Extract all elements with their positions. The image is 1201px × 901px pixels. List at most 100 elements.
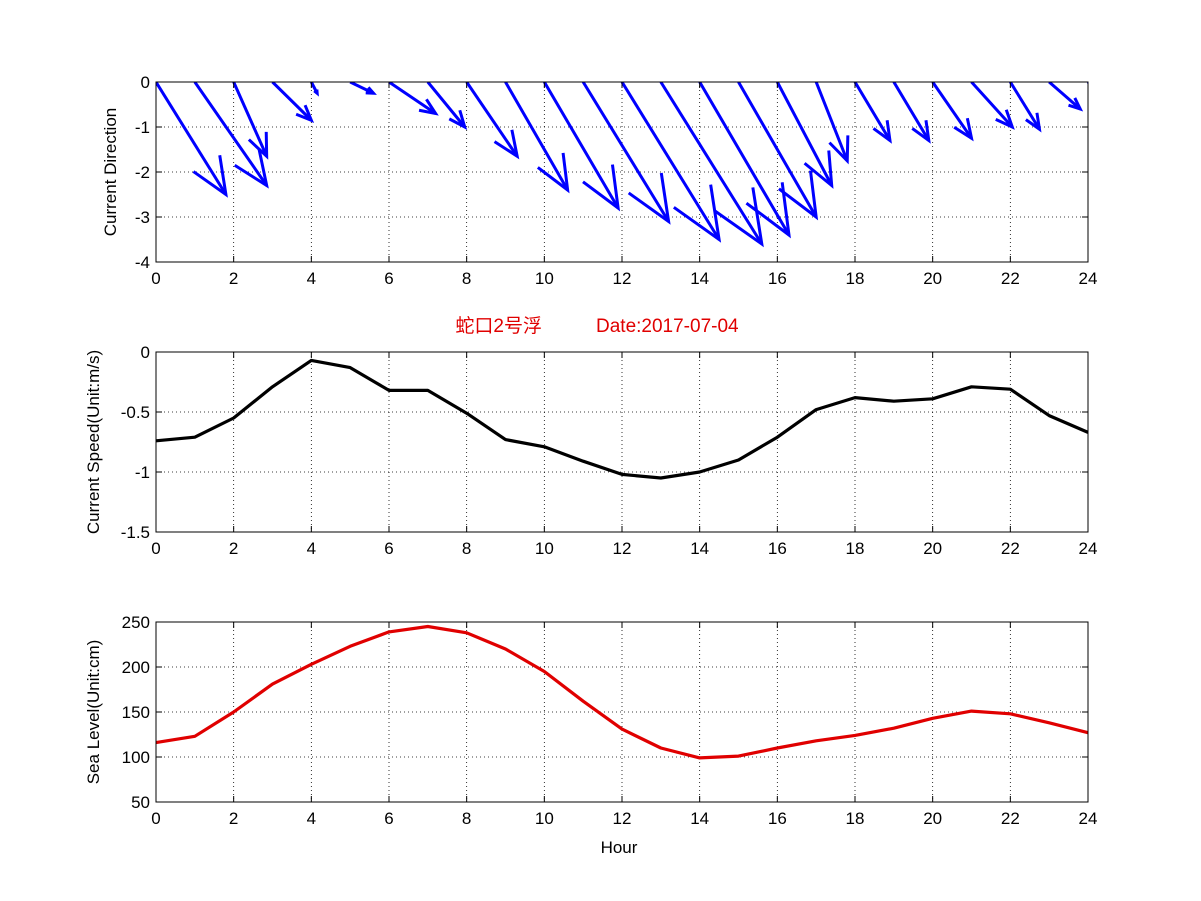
direction-arrow bbox=[1048, 82, 1084, 112]
arrow-shaft bbox=[349, 82, 375, 95]
arrow-head bbox=[192, 155, 228, 198]
arrow-shaft bbox=[620, 82, 721, 241]
x-tick-label: 0 bbox=[151, 809, 160, 828]
x-tick-label: 16 bbox=[768, 539, 787, 558]
x-tick-label: 0 bbox=[151, 539, 160, 558]
arrow-head bbox=[872, 120, 892, 144]
y-tick-label: 100 bbox=[122, 748, 150, 767]
x-tick-label: 16 bbox=[768, 269, 787, 288]
x-tick-label: 14 bbox=[690, 539, 709, 558]
arrow-head bbox=[536, 152, 570, 194]
y-tick-label: 200 bbox=[122, 658, 150, 677]
x-tick-label: 18 bbox=[846, 539, 865, 558]
speed-ticks: 0 2 4 6 8 10 12 14 16 18 20 22 240-0.5-1-1.5 bbox=[121, 343, 1098, 558]
sealevel-grid bbox=[156, 622, 1088, 802]
direction-arrow bbox=[853, 82, 892, 144]
x-tick-label: 20 bbox=[923, 809, 942, 828]
sealevel-line bbox=[155, 624, 1089, 760]
direction-y-axis-label: Current Direction bbox=[101, 108, 120, 237]
arrow-shaft bbox=[465, 82, 519, 158]
direction-arrow bbox=[349, 82, 377, 95]
arrow-shaft bbox=[814, 82, 849, 162]
arrow-head bbox=[365, 86, 377, 95]
direction-arrow bbox=[892, 82, 931, 144]
direction-arrow bbox=[504, 82, 570, 194]
arrow-shaft bbox=[1009, 82, 1041, 131]
x-tick-label: 2 bbox=[229, 539, 238, 558]
x-tick-label: 14 bbox=[690, 809, 709, 828]
x-tick-label: 2 bbox=[229, 269, 238, 288]
direction-arrow bbox=[193, 82, 269, 189]
y-tick-label: -1 bbox=[135, 118, 150, 137]
arrow-head bbox=[1099, 96, 1107, 104]
x-tick-label: 10 bbox=[535, 269, 554, 288]
speed-line bbox=[155, 358, 1089, 480]
direction-ticks: 0 2 4 6 8 10 12 14 16 18 20 22 240-1-2-3-4 bbox=[135, 73, 1098, 288]
x-tick-label: 4 bbox=[307, 809, 316, 828]
x-tick-label: 6 bbox=[384, 539, 393, 558]
x-tick-label: 18 bbox=[846, 269, 865, 288]
sealevel-series bbox=[155, 624, 1089, 760]
arrow-shaft bbox=[581, 82, 670, 223]
arrow-head bbox=[803, 150, 834, 189]
direction-arrow bbox=[931, 82, 974, 142]
x-tick-label: 18 bbox=[846, 809, 865, 828]
y-tick-label: 0 bbox=[141, 73, 150, 92]
y-tick-label: 250 bbox=[122, 613, 150, 632]
sealevel-x-axis-label: Hour bbox=[601, 838, 638, 857]
x-tick-label: 4 bbox=[307, 539, 316, 558]
arrow-head bbox=[493, 129, 520, 160]
y-tick-label: -0.5 bbox=[121, 403, 150, 422]
direction-arrow bbox=[232, 82, 269, 160]
arrow-shaft bbox=[970, 82, 1014, 129]
y-tick-label: 50 bbox=[131, 793, 150, 812]
x-tick-label: 10 bbox=[535, 539, 554, 558]
arrow-head bbox=[714, 187, 764, 248]
direction-arrow bbox=[970, 82, 1015, 130]
x-tick-label: 4 bbox=[307, 269, 316, 288]
x-tick-label: 8 bbox=[462, 269, 471, 288]
arrow-shaft bbox=[388, 82, 437, 115]
arrow-head bbox=[247, 131, 269, 160]
arrow-shaft bbox=[1086, 82, 1088, 85]
arrow-shaft bbox=[853, 82, 892, 142]
x-tick-label: 12 bbox=[613, 809, 632, 828]
y-tick-label: -2 bbox=[135, 163, 150, 182]
direction-arrow bbox=[156, 82, 228, 198]
arrow-shaft bbox=[543, 82, 620, 209]
x-tick-label: 16 bbox=[768, 809, 787, 828]
title-station: 蛇口2号浮 bbox=[455, 315, 542, 337]
direction-arrow bbox=[426, 82, 468, 130]
arrow-shaft bbox=[156, 82, 228, 196]
title-date: Date:2017-07-04 bbox=[596, 316, 739, 337]
x-tick-label: 6 bbox=[384, 269, 393, 288]
x-tick-label: 24 bbox=[1079, 269, 1098, 288]
arrow-head bbox=[672, 184, 722, 243]
direction-arrow bbox=[620, 82, 722, 243]
arrow-head bbox=[778, 170, 819, 221]
arrow-shaft bbox=[193, 82, 268, 187]
arrow-shaft bbox=[271, 82, 313, 122]
arrow-shaft bbox=[504, 82, 569, 191]
direction-arrow bbox=[814, 82, 850, 165]
arrow-head bbox=[1025, 112, 1042, 133]
direction-arrow bbox=[1009, 82, 1042, 133]
y-tick-label: -4 bbox=[135, 253, 150, 272]
arrow-shaft bbox=[698, 82, 791, 236]
arrow-shaft bbox=[1048, 82, 1082, 111]
arrow-head bbox=[911, 120, 931, 144]
direction-arrow bbox=[465, 82, 520, 160]
arrow-head bbox=[745, 182, 791, 239]
arrow-head bbox=[313, 89, 319, 97]
x-tick-label: 20 bbox=[923, 269, 942, 288]
x-tick-label: 8 bbox=[462, 809, 471, 828]
direction-arrows bbox=[156, 82, 1107, 248]
x-tick-label: 0 bbox=[151, 269, 160, 288]
x-tick-label: 24 bbox=[1079, 809, 1098, 828]
y-tick-label: -3 bbox=[135, 208, 150, 227]
arrow-head bbox=[233, 148, 269, 189]
x-tick-label: 12 bbox=[613, 269, 632, 288]
x-tick-label: 14 bbox=[690, 269, 709, 288]
direction-arrow bbox=[271, 82, 315, 123]
